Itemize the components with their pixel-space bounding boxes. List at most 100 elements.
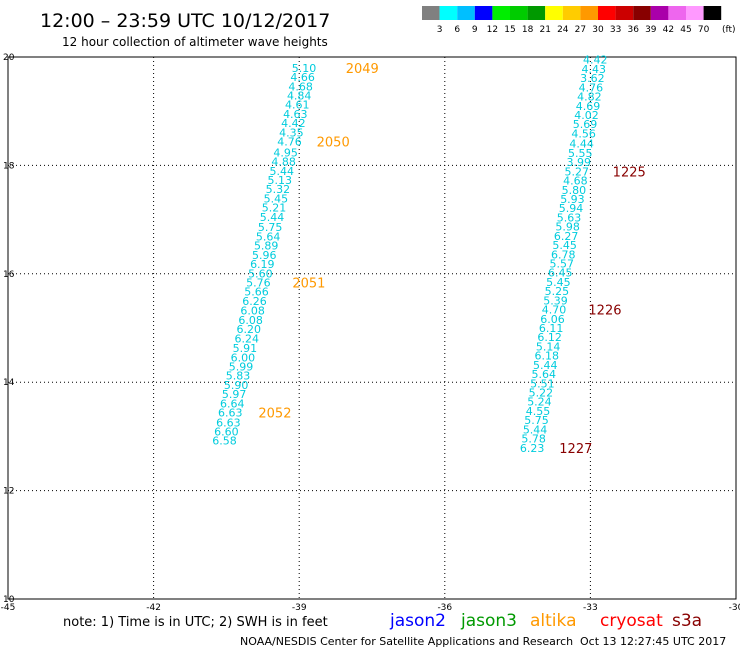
wave-height-value: 6.19: [250, 258, 275, 271]
wave-height-value: 4.61: [285, 99, 310, 112]
wave-height-value: 5.10: [292, 62, 317, 75]
wave-height-value: 5.24: [527, 396, 552, 409]
wave-height-value: 4.82: [577, 91, 602, 104]
y-tick-label: 14: [3, 378, 15, 388]
footer-timestamp: Oct 13 12:27:45 UTC 2017: [580, 635, 726, 648]
x-tick-label: -39: [292, 603, 307, 613]
wave-height-value: 5.45: [546, 276, 571, 289]
legend-item-jason2: jason2: [389, 611, 446, 631]
wave-height-value: 6.63: [216, 416, 241, 429]
y-tick-label: 20: [3, 53, 15, 63]
wave-height-value: 4.66: [290, 71, 315, 84]
footer-note: note: 1) Time is in UTC; 2) SWH is in fe…: [63, 615, 328, 630]
wave-height-value: 5.76: [246, 276, 271, 289]
wave-height-values: 5.104.664.684.844.614.634.424.354.764.95…: [212, 54, 607, 455]
wave-height-value: 5.32: [266, 183, 291, 196]
colorbar-label: 45: [680, 25, 691, 35]
colorbar-swatch: [457, 6, 475, 20]
x-tick-label: -33: [583, 603, 598, 613]
x-tick-label: -42: [146, 603, 161, 613]
wave-height-value: 5.44: [269, 165, 294, 178]
wave-height-value: 5.64: [532, 368, 557, 381]
y-tick-label: 12: [3, 487, 14, 497]
colorbar-swatch: [510, 6, 528, 20]
wave-height-value: 5.45: [552, 239, 577, 252]
wave-height-value: 4.44: [569, 138, 594, 151]
satellite-legend: jason2 jason3 altika cryosat s3a: [389, 611, 702, 631]
colorbar-swatch: [598, 6, 616, 20]
legend-item-altika: altika: [530, 611, 577, 631]
colorbar-swatch: [422, 6, 440, 20]
wave-height-value: 5.57: [550, 258, 575, 271]
colorbar-label: 42: [663, 25, 674, 35]
pass-label: 2051: [292, 276, 325, 291]
wave-height-value: 4.68: [563, 175, 588, 188]
colorbar-label: 36: [627, 25, 639, 35]
wave-height-value: 6.08: [240, 305, 265, 318]
colorbar-swatch: [703, 6, 722, 20]
wave-height-value: 6.58: [212, 435, 237, 448]
wave-height-value: 5.44: [533, 359, 558, 372]
colorbar-label: 24: [557, 25, 569, 35]
x-tick-label: -36: [437, 603, 452, 613]
colorbar-swatch: [580, 6, 598, 20]
colorbar-label: 39: [645, 25, 657, 35]
wave-height-value: 6.63: [218, 407, 243, 420]
wave-height-value: 6.27: [554, 230, 579, 243]
colorbar-swatch: [492, 6, 510, 20]
colorbar-swatch: [527, 6, 546, 20]
pass-label: 1226: [588, 304, 621, 319]
wave-height-value: 4.88: [271, 156, 296, 169]
pass-labels: 2049 2050 2051 2052 1225 1226 1227: [258, 62, 645, 457]
colorbar-label: 18: [522, 25, 534, 35]
wave-height-value: 4.42: [583, 54, 608, 67]
pass-label: 2052: [258, 407, 291, 422]
x-tick-label: -30: [729, 603, 740, 613]
wave-height-value: 5.91: [233, 342, 258, 355]
wave-height-value: 5.13: [268, 174, 293, 187]
colorbar-label: 70: [698, 25, 710, 35]
wave-height-value: 5.63: [557, 211, 582, 224]
wave-height-value: 5.75: [524, 414, 549, 427]
pass-label: 1225: [613, 165, 646, 180]
wave-height-value: 4.70: [542, 304, 567, 317]
plot-frame: [7, 56, 737, 600]
wave-height-value: 4.55: [526, 405, 551, 418]
legend-item-cryosat: cryosat: [600, 611, 663, 631]
wave-height-value: 6.45: [548, 267, 573, 280]
wave-height-value: 4.43: [582, 63, 607, 76]
wave-height-value: 5.55: [568, 147, 593, 160]
colorbar-swatch: [686, 6, 704, 20]
wave-height-value: 6.64: [220, 397, 245, 410]
colorbar-label: 21: [539, 25, 550, 35]
wave-height-value: 5.69: [573, 118, 598, 131]
wave-height-value: 6.78: [551, 248, 576, 261]
wave-height-colorbar: 3 6 9 12 15 18 21 24 27 30 33 36 39 42 45 70: [422, 6, 722, 35]
wave-height-value: 5.44: [523, 423, 548, 436]
colorbar-swatch: [474, 6, 493, 20]
wave-height-value: 6.08: [238, 314, 263, 327]
wave-height-value: 5.27: [565, 165, 590, 178]
pass-label: 2050: [317, 136, 350, 151]
colorbar-label: 33: [610, 25, 621, 35]
wave-height-value: 5.25: [545, 285, 570, 298]
wave-height-value: 5.21: [262, 202, 287, 215]
chart-grid: [8, 57, 736, 599]
wave-height-value: 5.80: [562, 184, 587, 197]
colorbar-label: 3: [437, 25, 443, 35]
wave-height-value: 6.12: [537, 331, 562, 344]
wave-height-value: 5.97: [222, 388, 247, 401]
wave-height-value: 5.44: [260, 211, 285, 224]
wave-height-value: 4.35: [279, 126, 304, 139]
y-tick-label: 10: [3, 595, 15, 605]
wave-height-value: 5.45: [264, 192, 289, 205]
y-tick-label: 16: [3, 270, 15, 280]
wave-height-value: 5.89: [254, 240, 279, 253]
colorbar-label: 9: [472, 25, 478, 35]
wave-height-value: 4.76: [579, 81, 604, 94]
wave-height-value: 5.93: [560, 193, 585, 206]
colorbar-swatch: [439, 6, 458, 20]
wave-height-value: 5.99: [229, 360, 254, 373]
wave-height-value: 5.98: [555, 221, 580, 234]
